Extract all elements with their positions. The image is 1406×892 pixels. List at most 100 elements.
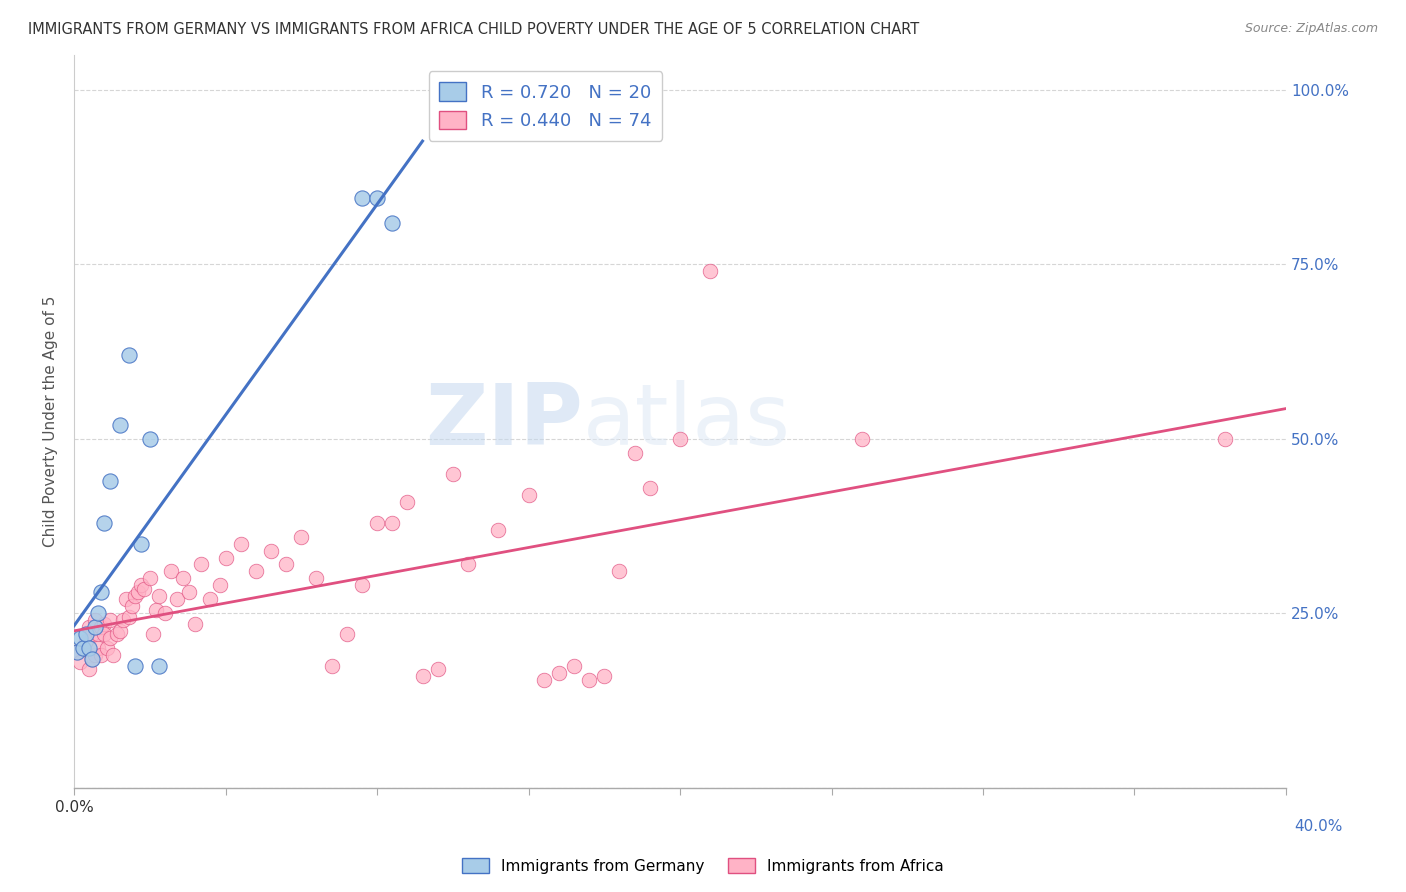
Point [75,627,97,641]
Point [200,592,222,607]
Point [562,658,585,673]
Point [117,609,139,624]
Point [93,616,115,631]
Text: IMMIGRANTS FROM GERMANY VS IMMIGRANTS FROM AFRICA CHILD POVERTY UNDER THE AGE OF: IMMIGRANTS FROM GERMANY VS IMMIGRANTS FR… [28,22,920,37]
Point [229,536,252,550]
Point [77,620,100,634]
Point [103,648,125,663]
Point [77,662,100,676]
Point [69,655,91,669]
Point [214,550,236,565]
Point [108,624,131,638]
Point [82,651,104,665]
Point [124,658,146,673]
Point [593,669,616,683]
Point [66,645,89,659]
Point [350,578,373,592]
Point [851,432,873,446]
Point [87,641,110,656]
Point [366,516,388,530]
Point [184,616,207,631]
Point [82,627,104,641]
Point [533,673,555,687]
Point [290,530,312,544]
Point [72,641,94,656]
Point [114,592,136,607]
Point [117,348,139,362]
Point [90,620,112,634]
Point [87,607,110,621]
Point [153,607,176,621]
Point [412,669,434,683]
Point [517,488,540,502]
Point [127,585,149,599]
Point [381,516,404,530]
Point [111,613,134,627]
Point [100,474,122,488]
Point [93,516,115,530]
Point [160,565,183,579]
Point [638,481,661,495]
Point [321,658,343,673]
Point [84,613,107,627]
Point [305,571,328,585]
Point [66,645,89,659]
Point [145,603,167,617]
Point [441,467,464,481]
Point [699,264,721,278]
Point [578,673,600,687]
Point [336,627,359,641]
Point [100,631,122,645]
Point [75,634,97,648]
Point [124,589,146,603]
Point [366,191,388,205]
Point [139,571,162,585]
Point [93,627,115,641]
Point [166,592,188,607]
Text: Source: ZipAtlas.com: Source: ZipAtlas.com [1244,22,1378,36]
Point [69,631,91,645]
Text: atlas: atlas [583,380,792,463]
Point [105,627,128,641]
Point [172,571,194,585]
Point [381,216,404,230]
Text: ZIP: ZIP [426,380,583,463]
Y-axis label: Child Poverty Under the Age of 5: Child Poverty Under the Age of 5 [44,296,58,547]
Point [260,543,283,558]
Point [208,578,231,592]
Point [609,565,631,579]
Point [669,432,692,446]
Point [142,627,165,641]
Point [84,620,107,634]
Legend: Immigrants from Germany, Immigrants from Africa: Immigrants from Germany, Immigrants from… [456,852,950,880]
Point [82,651,104,665]
Point [129,536,152,550]
Point [486,523,509,537]
Point [108,417,131,432]
Point [96,641,118,656]
Point [148,658,170,673]
Point [132,582,155,596]
Point [426,662,449,676]
Point [245,565,267,579]
Point [1215,432,1237,446]
Legend: R = 0.720   N = 20, R = 0.440   N = 74: R = 0.720 N = 20, R = 0.440 N = 74 [429,71,662,141]
Point [276,558,298,572]
Point [77,641,100,656]
Point [190,558,212,572]
Point [547,665,569,680]
Point [90,648,112,663]
Point [179,585,201,599]
Point [90,585,112,599]
Text: 40.0%: 40.0% [1295,820,1343,834]
Point [139,432,162,446]
Point [623,446,645,460]
Point [129,578,152,592]
Point [396,494,419,508]
Point [87,627,110,641]
Point [457,558,479,572]
Point [148,589,170,603]
Point [100,613,122,627]
Point [121,599,143,614]
Point [84,648,107,663]
